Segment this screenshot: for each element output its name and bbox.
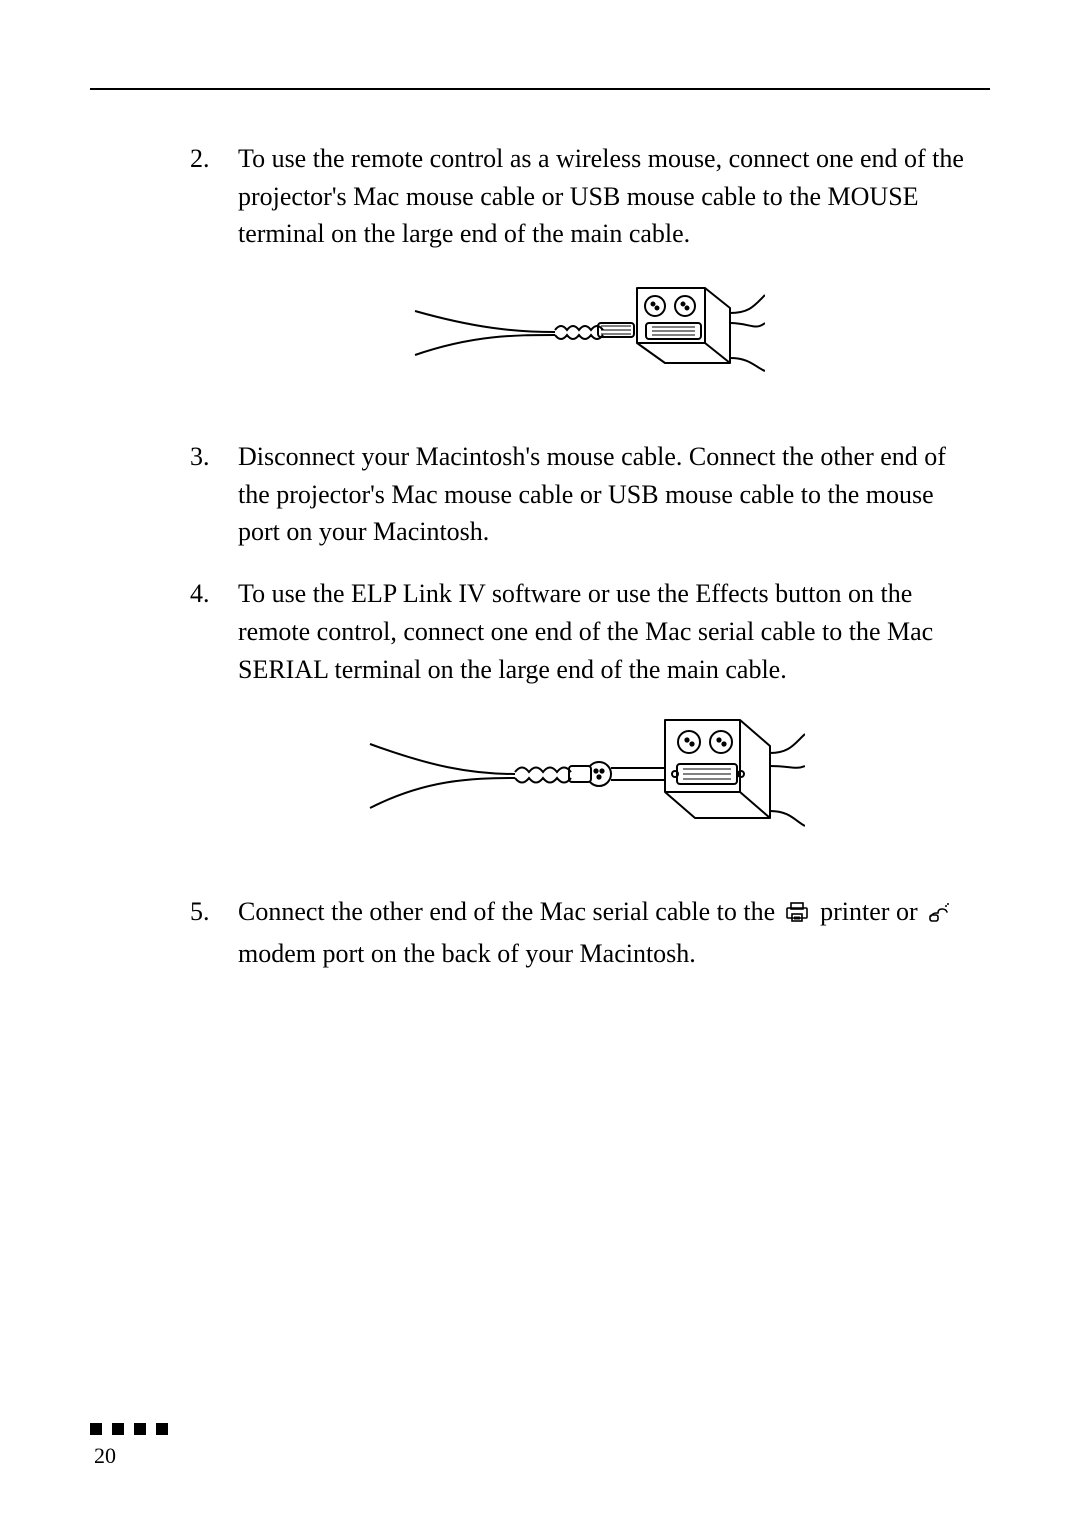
step-number: 3. [190, 438, 238, 476]
step-2: 2. To use the remote control as a wirele… [190, 140, 980, 253]
step5-modem: modem port on the back of your Macintosh… [238, 939, 696, 968]
cable-diagram-icon [405, 273, 765, 403]
step-4: 4. To use the ELP Link IV software or us… [190, 575, 980, 688]
step5-printer: printer or [820, 897, 924, 926]
step-number: 5. [190, 893, 238, 931]
footer-squares [90, 1423, 168, 1435]
page-footer: 20 [90, 1423, 168, 1469]
decor-square-icon [112, 1423, 124, 1435]
modem-icon [926, 897, 952, 935]
figure-serial-cable [190, 708, 980, 863]
content-area: 2. To use the remote control as a wirele… [190, 140, 980, 973]
serial-cable-diagram-icon [365, 708, 805, 858]
step-text: Disconnect your Macintosh's mouse cable.… [238, 438, 980, 551]
header-rule [90, 88, 990, 90]
decor-square-icon [134, 1423, 146, 1435]
step-5: 5. Connect the other end of the Mac seri… [190, 893, 980, 972]
page: 2. To use the remote control as a wirele… [0, 0, 1080, 1529]
step-number: 4. [190, 575, 238, 613]
step-text: To use the remote control as a wireless … [238, 140, 980, 253]
figure-mouse-cable [190, 273, 980, 408]
page-number: 20 [90, 1443, 168, 1469]
printer-icon [784, 897, 810, 935]
step-number: 2. [190, 140, 238, 178]
step-3: 3. Disconnect your Macintosh's mouse cab… [190, 438, 980, 551]
decor-square-icon [90, 1423, 102, 1435]
step5-pre: Connect the other end of the Mac serial … [238, 897, 782, 926]
step-text: To use the ELP Link IV software or use t… [238, 575, 980, 688]
step-text: Connect the other end of the Mac serial … [238, 893, 980, 972]
decor-square-icon [156, 1423, 168, 1435]
